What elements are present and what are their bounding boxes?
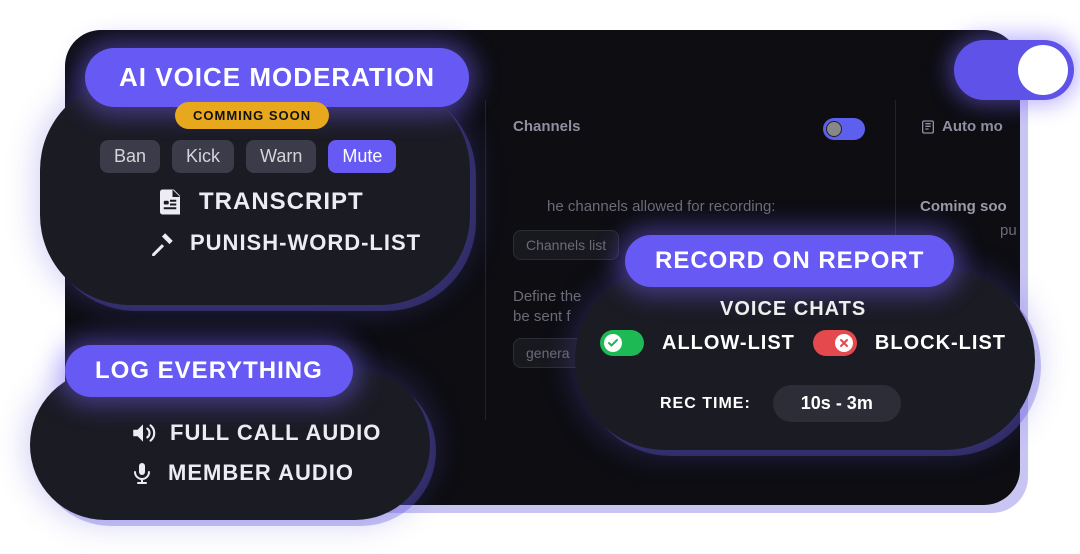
- action-warn[interactable]: Warn: [246, 140, 316, 173]
- allow-list-toggle[interactable]: [600, 330, 644, 356]
- bg-define-line1: Define the: [513, 288, 581, 305]
- x-icon: [835, 334, 853, 352]
- bg-help-line: he channels allowed for recording:: [547, 198, 775, 215]
- record-on-report-card: [575, 270, 1035, 450]
- bg-channels-list-chip[interactable]: Channels list: [513, 230, 619, 260]
- bg-channels-toggle[interactable]: [823, 118, 865, 140]
- log-everything-title: LOG EVERYTHING: [65, 345, 353, 397]
- punish-word-list-feature: PUNISH-WORD-LIST: [150, 230, 421, 256]
- check-icon: [604, 334, 622, 352]
- master-toggle-knob: [1018, 45, 1068, 95]
- microphone-icon: [130, 461, 154, 485]
- bg-pu: pu: [1000, 222, 1017, 239]
- punishment-actions: Ban Kick Warn Mute: [100, 140, 396, 173]
- speaker-icon: [130, 420, 156, 446]
- action-mute[interactable]: Mute: [328, 140, 396, 173]
- bg-auto-mo: Auto mo: [920, 118, 1003, 135]
- block-list-label: BLOCK-LIST: [875, 332, 1006, 355]
- bg-coming-soon: Coming soo: [920, 198, 1007, 215]
- block-list-toggle[interactable]: [813, 330, 857, 356]
- bg-divider-2: [485, 100, 486, 420]
- transcript-feature: TRANSCRIPT: [155, 187, 364, 217]
- rec-time-row: REC TIME: 10s - 3m: [660, 385, 901, 422]
- full-call-audio-label: FULL CALL AUDIO: [170, 420, 381, 446]
- gavel-icon: [150, 230, 176, 256]
- record-on-report-title: RECORD ON REPORT: [625, 235, 954, 287]
- member-audio-feature: MEMBER AUDIO: [130, 460, 354, 486]
- rec-time-label: REC TIME:: [660, 395, 751, 413]
- full-call-audio-feature: FULL CALL AUDIO: [130, 420, 381, 446]
- voice-chats-subtitle: VOICE CHATS: [720, 298, 866, 321]
- transcript-icon: [155, 187, 185, 217]
- action-ban[interactable]: Ban: [100, 140, 160, 173]
- master-toggle[interactable]: [954, 40, 1074, 100]
- bg-define-line2: be sent f: [513, 308, 571, 325]
- transcript-label: TRANSCRIPT: [199, 188, 364, 216]
- rec-time-value[interactable]: 10s - 3m: [773, 385, 901, 422]
- bg-channels-header: Channels: [513, 118, 581, 135]
- punish-word-list-label: PUNISH-WORD-LIST: [190, 230, 421, 256]
- allow-list-label: ALLOW-LIST: [662, 332, 795, 355]
- list-toggles-row: ALLOW-LIST BLOCK-LIST: [600, 330, 1006, 356]
- ai-voice-moderation-title: AI VOICE MODERATION: [85, 48, 469, 107]
- member-audio-label: MEMBER AUDIO: [168, 460, 354, 486]
- bg-general-chip[interactable]: genera: [513, 338, 583, 368]
- coming-soon-badge: COMMING SOON: [175, 102, 329, 129]
- action-kick[interactable]: Kick: [172, 140, 234, 173]
